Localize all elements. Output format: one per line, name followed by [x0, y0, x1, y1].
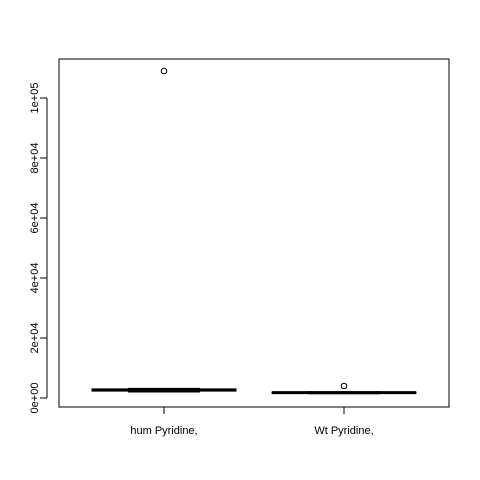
y-tick-label: 6e+04 [29, 203, 41, 234]
y-tick-label: 8e+04 [29, 143, 41, 174]
x-axis: hum Pyridine, Wt Pyridine, [130, 407, 374, 437]
outlier-point [340, 382, 348, 390]
y-tick-label: 0e+00 [29, 383, 41, 414]
boxes [91, 67, 417, 395]
x-tick-label: Wt Pyridine, [314, 425, 373, 437]
y-tick-label: 1e+05 [29, 83, 41, 114]
box-group [271, 382, 417, 395]
box-group [91, 67, 237, 393]
y-tick-label: 2e+04 [29, 323, 41, 354]
plot-frame [58, 58, 450, 408]
outlier-point [160, 67, 168, 75]
x-tick-label: hum Pyridine, [130, 425, 197, 437]
y-axis: 0e+00 2e+04 4e+04 6e+04 8e+04 1e+05 [29, 83, 47, 414]
y-tick-label: 4e+04 [29, 263, 41, 294]
